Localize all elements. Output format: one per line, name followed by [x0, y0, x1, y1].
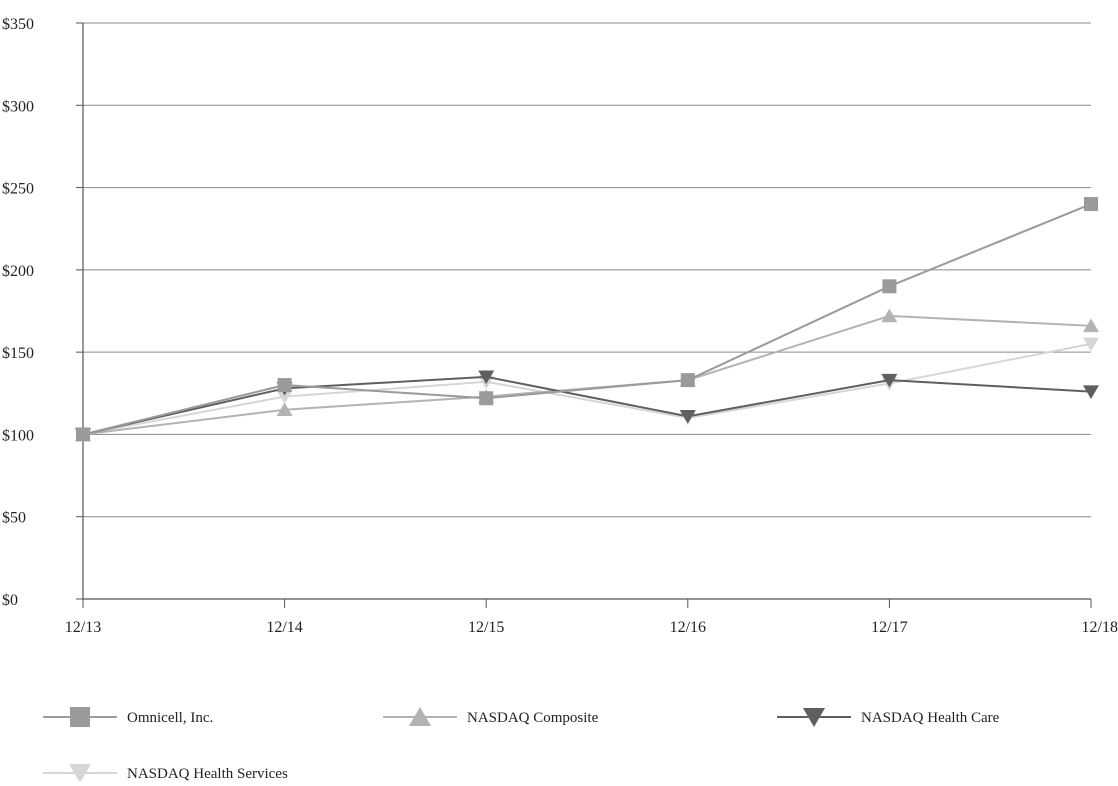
data-point [479, 391, 494, 406]
legend-item: NASDAQ Health Care [777, 708, 1000, 727]
data-point [1084, 197, 1098, 212]
legend-item: Omnicell, Inc. [43, 707, 213, 727]
x-tick-label: 12/18 [1082, 619, 1118, 636]
x-tick-label: 12/13 [65, 619, 101, 636]
y-tick-label: $100 [2, 427, 34, 444]
data-point [881, 373, 898, 388]
data-point [680, 373, 695, 388]
axes: $0 $50 $100 $150 $200 $250 $300 $350 12/13 12/14 1… [2, 16, 1118, 636]
series-lines [75, 197, 1099, 442]
legend-label: NASDAQ Composite [467, 710, 599, 726]
x-tick-label: 12/17 [871, 619, 907, 636]
legend-marker [70, 707, 90, 727]
y-tick-label: $300 [2, 98, 34, 115]
legend-label: NASDAQ Health Services [127, 766, 288, 781]
data-point [76, 427, 90, 442]
y-tick-label: $0 [2, 592, 18, 609]
legend-label: NASDAQ Health Care [861, 710, 1000, 726]
legend-marker [69, 764, 91, 783]
series-1 [76, 197, 1098, 442]
legend-item: NASDAQ Composite [383, 707, 599, 726]
series-line [82, 203, 1092, 436]
data-point [277, 378, 292, 393]
legend-item: NASDAQ Health Services [43, 764, 288, 783]
legend-label: Omnicell, Inc. [127, 710, 213, 726]
y-tick-label: $200 [2, 263, 34, 280]
data-point [1083, 337, 1099, 352]
series-line [82, 314, 1092, 436]
data-point [1083, 385, 1099, 399]
legend-marker [803, 708, 825, 727]
y-tick-label: $150 [2, 345, 34, 362]
series-line [82, 342, 1092, 436]
gridlines [83, 22, 1091, 518]
series-2 [75, 308, 1099, 441]
data-point [679, 410, 696, 424]
legend-marker [409, 707, 431, 726]
data-point [478, 370, 495, 385]
x-tick-label: 12/16 [670, 619, 706, 636]
y-tick-label: $50 [2, 510, 26, 527]
legend: Omnicell, Inc. NASDAQ Composite NASDAQ Hea… [43, 707, 1000, 783]
data-point [1083, 318, 1099, 333]
x-tick-label: 12/15 [468, 619, 504, 636]
data-point [276, 402, 293, 417]
data-point [276, 390, 293, 404]
series-line [82, 375, 1092, 436]
data-point [881, 308, 898, 323]
x-tick-label: 12/14 [266, 619, 302, 636]
data-point [882, 279, 897, 294]
y-tick-label: $250 [2, 181, 34, 198]
y-tick-label: $350 [2, 16, 34, 33]
